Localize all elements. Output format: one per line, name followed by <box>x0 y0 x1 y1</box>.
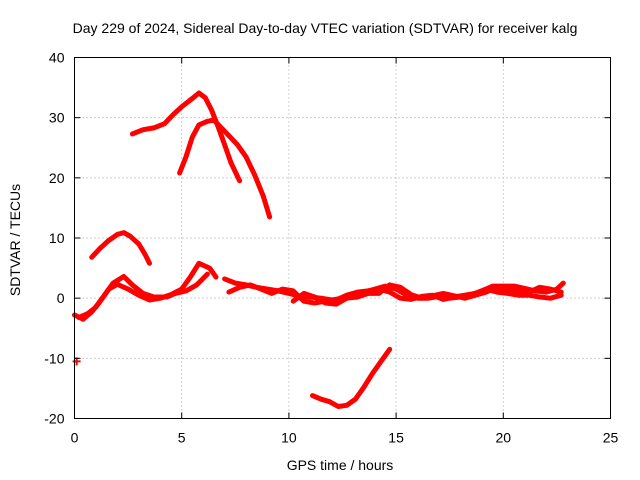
series-line-arc-5 <box>76 271 210 320</box>
x-tick-label: 5 <box>178 430 186 446</box>
y-tick-label: 40 <box>49 50 65 66</box>
y-axis-label: SDTVAR / TECUs <box>7 184 23 296</box>
y-tick-label: 20 <box>49 170 65 186</box>
y-tick-label: -20 <box>44 411 64 427</box>
series-line-arc-8 <box>290 282 564 307</box>
axis-ticks: 0 5 10 15 20 25 -20 -10 0 10 20 30 40 <box>44 50 618 446</box>
x-tick-label: 20 <box>496 430 512 446</box>
x-tick-label: 0 <box>71 430 79 446</box>
series-group <box>72 90 566 409</box>
x-tick-label: 10 <box>281 430 297 446</box>
series-line-arc-3 <box>89 230 152 266</box>
series-line-arc-4 <box>72 260 219 322</box>
x-tick-label: 15 <box>388 430 404 446</box>
series-line-arc-2 <box>177 117 273 220</box>
y-tick-label: 0 <box>57 290 65 306</box>
y-tick-label: 30 <box>49 110 65 126</box>
series-line-arc-7 <box>226 282 564 306</box>
x-tick-label: 25 <box>603 430 619 446</box>
y-tick-label: 10 <box>49 230 65 246</box>
grid <box>74 57 611 419</box>
x-axis-label: GPS time / hours <box>287 457 394 473</box>
series-line-arc-9 <box>310 346 393 409</box>
y-tick-label: -10 <box>44 350 64 366</box>
chart-title: Day 229 of 2024, Sidereal Day-to-day VTE… <box>73 20 578 36</box>
series-line-arc-1 <box>129 90 243 184</box>
